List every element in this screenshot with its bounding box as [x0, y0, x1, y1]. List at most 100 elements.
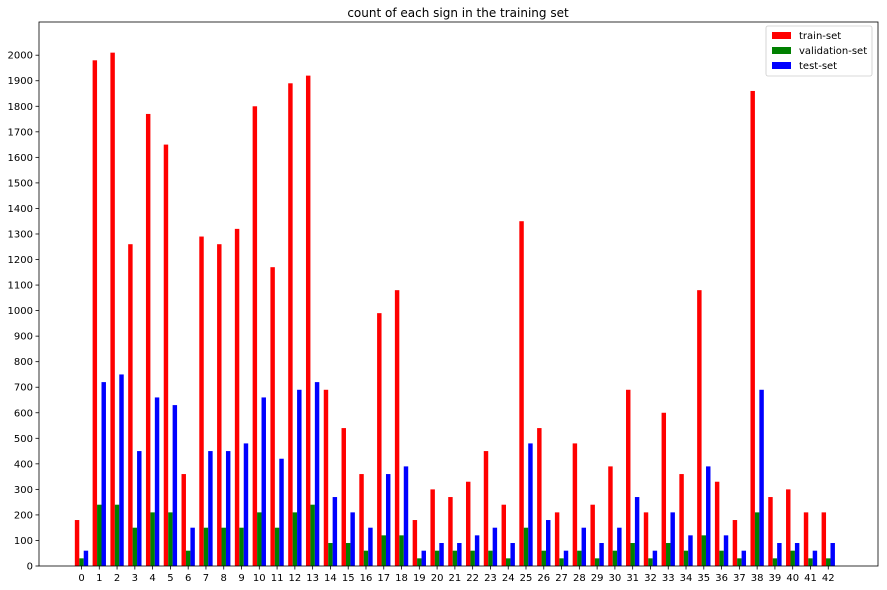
bar-train-set-0: [74, 520, 80, 566]
bar-train-set-5: [163, 144, 169, 566]
y-tick-label: 200: [14, 510, 33, 521]
legend: train-set validation-set test-set: [765, 25, 873, 77]
bar-validation-set-1: [97, 504, 102, 566]
bar-validation-set-9: [239, 527, 244, 566]
bar-test-set-33: [670, 512, 675, 566]
bar-train-set-38: [750, 90, 755, 567]
y-tick-label: 1800: [8, 102, 33, 113]
bar-test-set-34: [688, 535, 693, 566]
bar-train-set-6: [181, 474, 186, 566]
bar-train-set-12: [288, 83, 293, 567]
bar-validation-set-10: [257, 512, 262, 566]
bar-test-set-32: [652, 550, 658, 566]
bar-test-set-31: [634, 497, 640, 566]
bar-validation-set-13: [310, 504, 315, 566]
x-tick-label: 1: [96, 573, 102, 584]
bar-test-set-38: [759, 389, 764, 566]
bar-test-set-41: [812, 550, 818, 566]
bar-validation-set-42: [826, 558, 831, 566]
bar-validation-set-16: [363, 550, 369, 566]
y-axis: 0 100 200 300 400 500 600 700 800 900 1000 1100 1200…: [8, 51, 39, 573]
x-tick-label: 36: [715, 573, 728, 584]
bar-validation-set-24: [506, 558, 511, 566]
bar-train-set-22: [465, 481, 471, 566]
y-tick-label: 300: [14, 485, 33, 496]
bar-train-set-23: [483, 451, 489, 566]
bar-test-set-2: [119, 374, 124, 566]
bar-validation-set-41: [808, 558, 813, 566]
x-tick-label: 6: [185, 573, 191, 584]
y-tick-label: 600: [14, 408, 33, 419]
bar-validation-set-6: [185, 550, 191, 566]
bar-validation-set-29: [594, 558, 600, 566]
bar-validation-set-39: [772, 558, 778, 566]
legend-label-train-set: train-set: [799, 31, 841, 42]
bar-test-set-42: [830, 543, 835, 566]
bar-train-set-28: [572, 443, 578, 566]
bar-validation-set-30: [612, 550, 618, 566]
bar-validation-set-20: [434, 550, 440, 566]
bar-validation-set-33: [666, 543, 671, 566]
bar-test-set-7: [208, 451, 213, 566]
bar-test-set-5: [172, 405, 178, 566]
plot-frame: [38, 21, 879, 567]
x-tick-label: 37: [733, 573, 746, 584]
bar-train-set-42: [821, 512, 827, 566]
y-tick-label: 400: [14, 459, 33, 470]
bar-validation-set-40: [790, 550, 795, 566]
x-tick-label: 31: [626, 573, 639, 584]
x-tick-label: 8: [221, 573, 227, 584]
bar-train-set-30: [608, 466, 613, 566]
legend-swatch-validation-set: [772, 47, 791, 54]
bar-test-set-4: [154, 397, 160, 566]
y-tick-label: 0: [27, 562, 33, 573]
bar-test-set-15: [350, 512, 355, 566]
bar-validation-set-15: [345, 543, 351, 566]
bar-validation-set-14: [328, 543, 333, 566]
bar-validation-set-19: [417, 558, 422, 566]
bar-validation-set-31: [630, 543, 635, 566]
bar-validation-set-35: [701, 535, 707, 566]
y-tick-label: 700: [14, 383, 33, 394]
bar-train-set-3: [128, 244, 133, 566]
x-tick-label: 35: [697, 573, 710, 584]
x-tick-label: 33: [662, 573, 675, 584]
bar-test-set-11: [279, 458, 284, 566]
bar-validation-set-22: [470, 550, 475, 566]
x-tick-label: 24: [502, 573, 515, 584]
bar-test-set-29: [599, 543, 604, 566]
bar-train-set-20: [430, 489, 435, 566]
x-tick-label: 20: [431, 573, 444, 584]
x-tick-label: 34: [680, 573, 693, 584]
x-tick-label: 0: [78, 573, 84, 584]
bar-validation-set-3: [132, 527, 138, 566]
y-tick-label: 1000: [8, 306, 33, 317]
x-tick-label: 40: [786, 573, 799, 584]
bar-train-set-34: [679, 474, 684, 566]
legend-label-test-set: test-set: [799, 61, 837, 72]
x-tick-label: 13: [306, 573, 319, 584]
x-tick-label: 22: [466, 573, 479, 584]
bar-validation-set-23: [488, 550, 493, 566]
bar-test-set-19: [421, 550, 426, 566]
bar-train-set-39: [768, 497, 773, 566]
bar-test-set-6: [190, 527, 195, 566]
x-tick-label: 30: [609, 573, 622, 584]
x-tick-label: 39: [769, 573, 782, 584]
bar-train-set-24: [501, 504, 506, 566]
bar-train-set-1: [92, 60, 98, 567]
x-tick-label: 11: [271, 573, 284, 584]
bar-validation-set-7: [203, 527, 209, 566]
x-tick-label: 19: [413, 573, 426, 584]
bar-validation-set-21: [452, 550, 458, 566]
x-tick-label: 41: [804, 573, 817, 584]
x-axis: 0 1 2 3 4 5 6 7 8 9 10 11 12 13 14 15 16 17 18 19 20 21 22 23 24…: [78, 566, 835, 584]
y-tick-label: 1100: [8, 281, 33, 292]
y-tick-label: 800: [14, 357, 33, 368]
bar-test-set-25: [528, 443, 533, 566]
bar-train-set-31: [626, 389, 631, 566]
x-tick-label: 2: [114, 573, 120, 584]
x-tick-label: 12: [288, 573, 301, 584]
x-tick-label: 17: [377, 573, 390, 584]
